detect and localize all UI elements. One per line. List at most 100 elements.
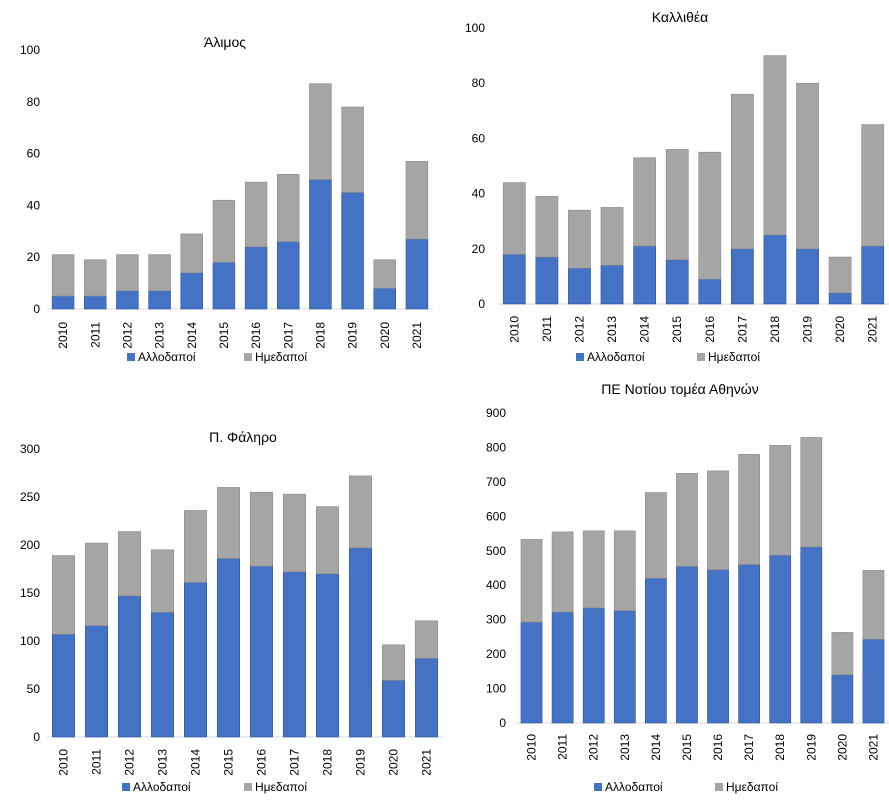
y-tick-label: 400 <box>486 578 506 592</box>
bar-native <box>831 632 854 676</box>
y-tick-label: 800 <box>486 440 506 454</box>
bar-foreign <box>348 547 373 738</box>
x-tick-label: 2013 <box>605 316 619 343</box>
bar-foreign <box>405 238 429 310</box>
bar-native <box>315 506 340 575</box>
bar-foreign <box>116 290 139 310</box>
chart-title: Π. Φάληρο <box>209 429 277 445</box>
bar-native <box>763 55 787 236</box>
bar-foreign <box>535 256 559 305</box>
chart-title: Καλλιθέα <box>652 9 709 25</box>
bar-native <box>116 254 139 292</box>
legend-swatch-foreign <box>576 353 584 361</box>
x-tick-label: 2020 <box>835 734 849 761</box>
bar-native <box>51 555 76 635</box>
legend-swatch-foreign <box>122 783 130 791</box>
bar-native <box>282 493 307 573</box>
legend-label-native: Ημεδαποί <box>726 780 778 794</box>
x-tick-label: 2011 <box>88 322 102 348</box>
y-tick-label: 100 <box>465 21 485 35</box>
y-tick-label: 50 <box>27 682 41 696</box>
y-tick-label: 60 <box>472 131 486 145</box>
bar-native <box>405 161 429 240</box>
bar-foreign <box>309 179 332 310</box>
x-tick-label: 2010 <box>525 734 539 761</box>
legend-label-foreign: Αλλοδαποί <box>587 350 645 364</box>
y-tick-label: 250 <box>20 490 40 504</box>
bar-native <box>707 470 729 571</box>
y-tick-label: 200 <box>20 538 40 552</box>
y-tick-label: 40 <box>472 187 486 201</box>
bar-foreign <box>212 262 236 310</box>
x-tick-label: 2010 <box>56 322 70 349</box>
x-tick-label: 2015 <box>670 316 684 343</box>
y-tick-label: 80 <box>472 76 486 90</box>
legend-label-foreign: Αλλοδαποί <box>605 780 663 794</box>
x-tick-label: 2018 <box>313 322 327 349</box>
x-tick-label: 2015 <box>680 734 694 761</box>
x-tick-label: 2016 <box>703 316 717 343</box>
y-tick-label: 0 <box>499 716 506 730</box>
bar-native <box>277 174 300 242</box>
bar-foreign <box>763 234 787 305</box>
bar-foreign <box>117 595 142 738</box>
bar-native <box>613 530 636 612</box>
bar-native <box>341 106 364 193</box>
y-tick-label: 600 <box>486 509 506 523</box>
y-tick-label: 0 <box>33 302 40 316</box>
x-tick-label: 2019 <box>346 322 360 349</box>
x-tick-label: 2019 <box>354 749 368 776</box>
y-tick-label: 80 <box>27 95 41 109</box>
bar-native <box>568 209 591 269</box>
bar-foreign <box>600 265 624 305</box>
x-tick-label: 2019 <box>804 734 818 761</box>
bar-native <box>861 124 885 247</box>
bar-native <box>309 83 332 180</box>
bar-foreign <box>796 248 819 305</box>
bar-foreign <box>800 546 823 724</box>
bar-foreign <box>862 638 885 724</box>
bar-foreign <box>373 287 396 310</box>
x-tick-label: 2021 <box>420 749 434 776</box>
bar-native <box>150 549 175 613</box>
bar-native <box>212 199 236 263</box>
bar-foreign <box>730 248 754 305</box>
bar-foreign <box>341 192 364 310</box>
bar-native <box>738 454 760 565</box>
x-tick-label: 2018 <box>321 749 335 776</box>
x-tick-label: 2016 <box>255 749 269 776</box>
x-tick-label: 2016 <box>249 322 263 349</box>
bar-native <box>800 437 823 548</box>
bar-foreign <box>150 611 175 738</box>
bar-foreign <box>568 267 591 305</box>
bar-foreign <box>315 573 340 738</box>
bar-foreign <box>51 295 75 310</box>
legend-label-native: Ημεδαποί <box>255 780 307 794</box>
bar-foreign <box>414 657 439 738</box>
legend-swatch-native <box>244 783 252 791</box>
legend-label-foreign: Αλλοδαποί <box>138 350 196 364</box>
bar-native <box>828 256 852 294</box>
chart-p-faliro: Π. Φάληρο 0 50 100 150 200 250 300 2010 2011 2012 2… <box>20 429 443 794</box>
bar-native <box>582 530 605 609</box>
bar-foreign <box>831 674 854 724</box>
bar-foreign <box>613 610 636 724</box>
bar-foreign <box>707 569 729 724</box>
x-tick-label: 2012 <box>120 322 134 349</box>
bar-native <box>730 93 754 250</box>
x-tick-label: 2021 <box>866 734 880 761</box>
x-tick-label: 2017 <box>742 734 756 761</box>
chart-title: Άλιμος <box>204 34 246 50</box>
bar-foreign <box>277 241 300 310</box>
bar-native <box>216 487 241 559</box>
x-tick-label: 2018 <box>768 316 782 343</box>
y-tick-label: 500 <box>486 544 506 558</box>
bar-native <box>51 254 75 297</box>
bar-native <box>414 620 439 659</box>
y-tick-label: 200 <box>486 647 506 661</box>
bar-foreign <box>520 621 543 724</box>
x-tick-label: 2014 <box>185 322 199 349</box>
bar-native <box>180 233 203 274</box>
bar-foreign <box>51 633 76 738</box>
